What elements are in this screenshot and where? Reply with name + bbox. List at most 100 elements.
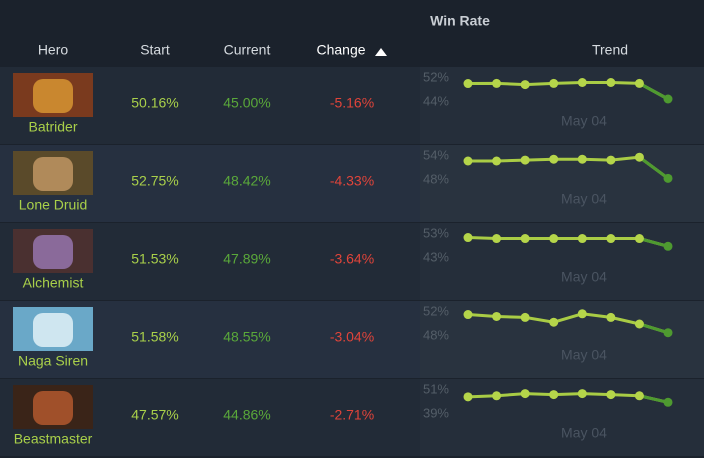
column-header[interactable]: Start [140,42,170,58]
current-value: 45.00% [223,95,270,111]
change-value: -2.71% [330,407,374,423]
trend-point [606,78,616,87]
row-bg-right [420,379,704,456]
trend-point [663,241,673,251]
trend-point [577,78,587,87]
trend-point [520,389,530,399]
trend-point [463,310,473,320]
trend-point [577,154,587,164]
trend-point [492,78,502,88]
trend-last-segment [639,237,669,248]
trend-point [634,78,644,88]
start-value: 51.53% [131,251,178,267]
trend-last-segment [638,82,669,101]
sort-arrow [375,48,387,56]
trend-point [492,391,502,401]
current-value: 48.42% [223,173,270,189]
start-value: 47.57% [131,407,178,423]
column-header[interactable]: Change [316,42,365,58]
trend-last-segment [639,394,669,404]
change-value: -3.04% [330,329,374,345]
trend-tick-label: 52% [423,303,449,318]
row-bg-right [420,145,704,222]
hero-name: Beastmaster [14,431,93,447]
trend-date: May 04 [561,191,607,207]
trend-line [467,236,669,248]
trend-point [463,233,473,243]
trend-point [492,156,502,166]
trend-point [492,234,502,244]
current-value: 44.86% [223,407,270,423]
column-header[interactable]: Current [224,42,271,58]
trend-point [463,156,473,166]
row-bg-right [420,67,704,144]
trend-point [634,391,644,401]
hero-name: Naga Siren [18,353,88,369]
hero-image-detail [33,157,73,191]
trend-point [549,154,559,164]
trend-point [463,79,473,89]
row-bg-right [420,301,704,378]
trend-last-segment [638,155,669,180]
trend-point [520,312,530,322]
trend-point [549,390,559,400]
trend-point [663,173,673,183]
trend-point [577,309,587,319]
row-bg-right [420,223,704,300]
trend-point [577,389,587,399]
trend-line [468,155,669,180]
trend-point [606,390,616,400]
trend-point [663,397,673,407]
start-value: 50.16% [131,95,178,111]
trend-point [606,155,616,165]
start-value: 52.75% [131,173,178,189]
trend-date: May 04 [561,425,607,441]
column-header[interactable]: Hero [38,42,69,58]
trend-tick-label: 48% [423,327,449,342]
header-bg [0,0,704,67]
hero-image-detail [33,313,73,347]
trend-point [549,317,559,327]
group-header: Win Rate [430,13,490,29]
trend-date: May 04 [561,269,607,285]
hero-image-detail [33,391,73,425]
trend-line [467,392,669,404]
change-value: -4.33% [330,173,374,189]
trend-point [606,312,616,322]
trend-line [467,312,669,335]
trend-tick-label: 39% [423,405,449,420]
rows: Batrider 50.16% 45.00% -5.16% 52% 44% May 04 Lo… [0,67,704,456]
trend-point [634,234,644,244]
trend-tick-label: 54% [423,147,449,162]
current-value: 47.89% [223,251,270,267]
trend-tick-label: 44% [423,93,449,108]
trend-point [663,328,673,338]
trend-last-segment [638,322,669,335]
trend-point [520,234,530,244]
trend-point [634,319,644,329]
trend-point [634,152,644,162]
trend-line [467,81,669,101]
hero-name: Alchemist [23,275,84,291]
trend-point [463,392,473,402]
current-value: 48.55% [223,329,270,345]
trend-point [520,80,530,90]
trend-point [492,311,502,321]
start-value: 51.58% [131,329,178,345]
hero-image-detail [33,235,73,269]
hero-image-detail [33,79,73,113]
hero-name: Batrider [28,119,77,135]
trend-tick-label: 43% [423,249,449,264]
trend-date: May 04 [561,347,607,363]
trend-tick-label: 53% [423,225,449,240]
trend-point [606,234,616,244]
hero-name: Lone Druid [19,197,88,213]
trend-tick-label: 52% [423,69,449,84]
trend-point [663,94,673,104]
trend-tick-label: 48% [423,171,449,186]
change-value: -3.64% [330,251,374,267]
column-header[interactable]: Trend [592,42,628,58]
change-value: -5.16% [330,95,374,111]
trend-point [520,155,530,165]
